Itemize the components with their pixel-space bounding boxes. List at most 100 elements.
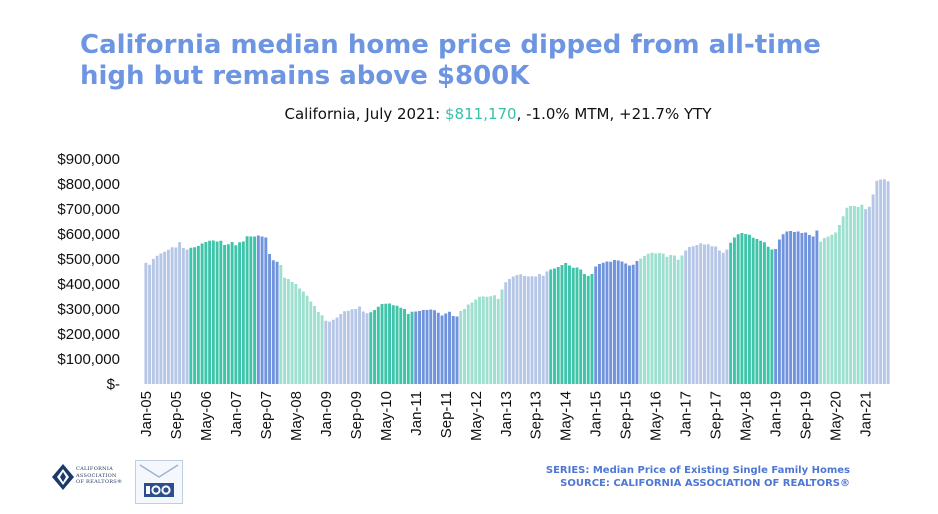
x-tick-label: Sep-15 bbox=[618, 391, 635, 439]
bar bbox=[732, 237, 736, 384]
bar bbox=[620, 261, 624, 384]
bar bbox=[744, 234, 748, 384]
bar bbox=[376, 306, 380, 384]
bar bbox=[466, 304, 470, 384]
bar bbox=[301, 291, 305, 384]
chart-title: California median home price dipped from… bbox=[80, 30, 880, 92]
y-tick-label: $400,000 bbox=[57, 276, 120, 293]
bar bbox=[249, 236, 253, 384]
bar bbox=[541, 275, 545, 384]
bar bbox=[429, 309, 433, 384]
bar bbox=[208, 240, 212, 384]
y-tick-label: $200,000 bbox=[57, 326, 120, 343]
bar bbox=[747, 234, 751, 384]
bar bbox=[459, 311, 463, 384]
bar bbox=[669, 255, 673, 384]
bar bbox=[785, 231, 789, 384]
subtitle-prefix: California, July 2021: bbox=[284, 105, 446, 123]
bar bbox=[849, 206, 853, 384]
x-tick-label: Jan-17 bbox=[678, 391, 695, 437]
bar bbox=[395, 305, 399, 384]
x-tick-label: Sep-17 bbox=[708, 391, 725, 439]
bar bbox=[654, 253, 658, 384]
bar bbox=[830, 234, 834, 384]
x-tick-label: May-16 bbox=[648, 391, 665, 441]
bar bbox=[185, 249, 189, 384]
anniversary-logo bbox=[135, 460, 183, 504]
centennial-badge-icon bbox=[139, 464, 179, 497]
bar bbox=[811, 236, 815, 384]
bar bbox=[485, 296, 489, 384]
bar bbox=[226, 244, 230, 384]
bar bbox=[657, 253, 661, 384]
bar bbox=[309, 301, 313, 384]
x-tick-label: Sep-11 bbox=[438, 391, 455, 438]
bar bbox=[837, 225, 841, 384]
x-tick-label: May-18 bbox=[738, 391, 755, 441]
bar bbox=[204, 242, 208, 384]
bar bbox=[590, 274, 594, 384]
bar bbox=[155, 255, 159, 384]
bar bbox=[575, 267, 579, 384]
bar bbox=[826, 236, 830, 384]
bar bbox=[174, 247, 178, 384]
car-logo-line-1: CALIFORNIA bbox=[76, 466, 114, 472]
subtitle-price: $811,170 bbox=[445, 105, 517, 123]
y-tick-label: $700,000 bbox=[57, 201, 120, 218]
bar bbox=[489, 296, 493, 384]
bar bbox=[256, 235, 260, 384]
x-tick-label: Sep-05 bbox=[168, 391, 185, 439]
y-tick-label: $600,000 bbox=[57, 226, 120, 243]
bar bbox=[369, 312, 373, 384]
y-tick-label: $100,000 bbox=[57, 351, 120, 368]
x-tick-label: Sep-09 bbox=[348, 391, 365, 439]
bar bbox=[736, 234, 740, 384]
bar bbox=[556, 267, 560, 384]
x-tick-label: Sep-19 bbox=[798, 391, 815, 439]
bar bbox=[781, 234, 785, 384]
bar bbox=[815, 230, 819, 384]
bar bbox=[474, 299, 478, 384]
bar bbox=[777, 239, 781, 384]
bar bbox=[316, 312, 320, 384]
bar bbox=[628, 265, 631, 384]
bar bbox=[631, 264, 635, 384]
y-tick-label: $900,000 bbox=[57, 151, 120, 168]
bar bbox=[583, 274, 586, 384]
bar bbox=[639, 258, 643, 384]
bar bbox=[646, 253, 650, 384]
bar bbox=[346, 310, 350, 384]
bar bbox=[789, 231, 793, 384]
bar bbox=[770, 249, 774, 384]
bar bbox=[691, 246, 695, 384]
bar bbox=[215, 241, 219, 384]
bar bbox=[511, 276, 515, 384]
bar bbox=[328, 321, 332, 384]
bar bbox=[759, 240, 763, 384]
bar bbox=[163, 251, 167, 384]
car-logo: CALIFORNIA ASSOCIATION OF REALTORS® bbox=[50, 462, 130, 496]
bar bbox=[672, 255, 676, 384]
bar bbox=[871, 194, 875, 384]
bar bbox=[361, 311, 365, 384]
bar bbox=[406, 314, 410, 384]
bar bbox=[534, 276, 538, 384]
bar bbox=[298, 288, 302, 384]
bar bbox=[526, 276, 530, 384]
bar bbox=[211, 240, 215, 384]
bar bbox=[200, 243, 204, 384]
bar bbox=[549, 269, 553, 384]
bar bbox=[635, 261, 639, 384]
bar bbox=[702, 244, 706, 384]
bar bbox=[624, 263, 628, 384]
bar bbox=[373, 310, 377, 384]
bar bbox=[695, 245, 699, 384]
bar bbox=[275, 261, 279, 384]
title-line-1: California median home price dipped from… bbox=[80, 30, 821, 60]
bar bbox=[834, 232, 838, 384]
bar bbox=[410, 311, 414, 384]
bar bbox=[684, 250, 688, 384]
bar bbox=[196, 246, 200, 384]
bar bbox=[268, 254, 272, 384]
bar bbox=[717, 250, 721, 384]
